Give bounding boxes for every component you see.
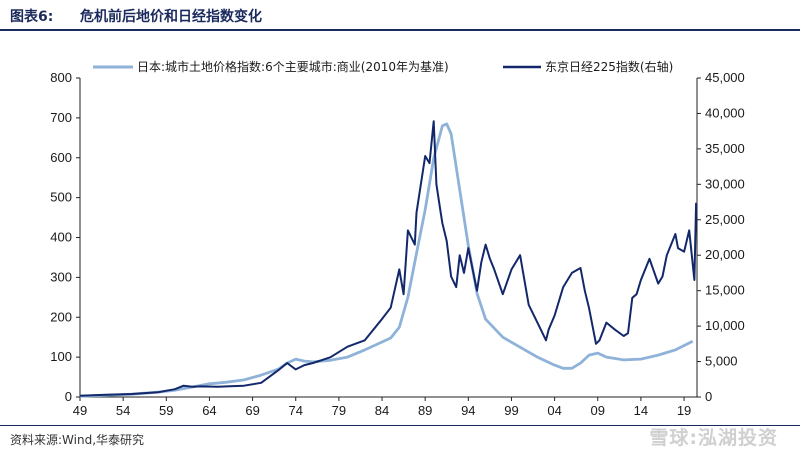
right-y-tick-label: 10,000: [705, 318, 745, 333]
x-tick-label: 09: [591, 403, 605, 418]
left-y-tick-label: 100: [50, 349, 72, 364]
right-y-tick-label: 20,000: [705, 247, 745, 262]
right-y-tick-label: 45,000: [705, 70, 745, 85]
x-tick-label: 54: [116, 403, 130, 418]
land-price-line: [79, 122, 694, 398]
x-tick-label: 79: [332, 403, 346, 418]
right-y-tick-label: 40,000: [705, 105, 745, 120]
x-tick-label: 49: [73, 403, 87, 418]
watermark: 雪球:泓湖投资: [649, 427, 778, 449]
title-bar: 图表6: 危机前后地价和日经指数变化: [0, 0, 800, 30]
right-y-tick-label: 5,000: [705, 354, 738, 369]
left-y-tick-label: 700: [50, 110, 72, 125]
x-tick-label: 69: [245, 403, 259, 418]
x-tick-label: 59: [159, 403, 173, 418]
x-tick-label: 84: [375, 403, 389, 418]
title-divider: [0, 29, 800, 31]
x-tick-label: 94: [461, 403, 475, 418]
legend-label: 日本:城市土地价格指数:6个主要城市:商业(2010年为基准): [137, 59, 449, 74]
x-tick-label: 14: [634, 403, 648, 418]
right-y-tick-label: 25,000: [705, 212, 745, 227]
x-tick-label: 99: [504, 403, 518, 418]
left-y-tick-label: 800: [50, 70, 72, 85]
right-y-tick-label: 30,000: [705, 176, 745, 191]
legend-label: 东京日经225指数(右轴): [545, 59, 673, 74]
right-y-tick-label: 15,000: [705, 283, 745, 298]
left-y-tick-label: 300: [50, 269, 72, 284]
left-y-tick-label: 400: [50, 230, 72, 245]
chart-area: 0 100 200 300 400 500 600 700 800 0 5,000 10,000 15,…: [50, 59, 745, 418]
left-y-tick-label: 200: [50, 309, 72, 324]
chart-title: 危机前后地价和日经指数变化: [80, 9, 262, 25]
left-y-tick-label: 500: [50, 190, 72, 205]
x-tick-label: 74: [288, 403, 302, 418]
x-tick-label: 04: [547, 403, 561, 418]
x-tick-label: 19: [677, 403, 691, 418]
left-y-tick-label: 0: [65, 389, 72, 404]
nikkei-line: [79, 120, 698, 397]
right-y-tick-label: 0: [705, 389, 712, 404]
x-tick-label: 64: [202, 403, 216, 418]
x-tick-label: 89: [418, 403, 432, 418]
source-note: 资料来源:Wind,华泰研究: [10, 433, 145, 447]
figure-label: 图表6:: [10, 9, 54, 25]
left-y-tick-label: 600: [50, 150, 72, 165]
footer-divider: [0, 425, 800, 426]
right-y-tick-label: 35,000: [705, 141, 745, 156]
